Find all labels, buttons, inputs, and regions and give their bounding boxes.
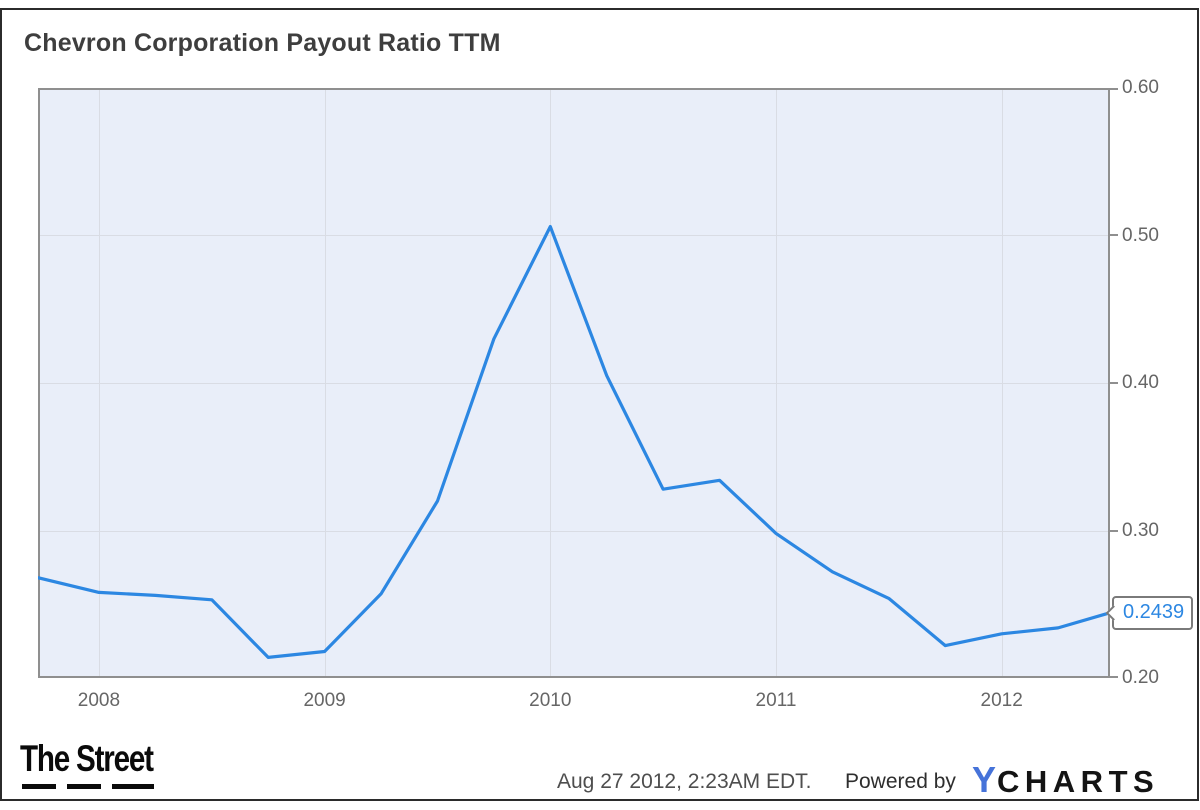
ycharts-logo-y: Y	[972, 759, 998, 800]
x-axis-tick-label: 2008	[77, 690, 121, 711]
ycharts-logo: Y CHARTS	[972, 759, 1159, 801]
y-axis-tick-label: 0.60	[1122, 77, 1159, 98]
powered-by-label: Powered by	[845, 770, 956, 793]
y-axis-tick-label: 0.30	[1122, 519, 1159, 541]
thestreet-logo: The Street	[20, 740, 186, 789]
x-axis-tick-label: 2010	[529, 690, 572, 711]
thestreet-underline-dash	[67, 784, 101, 789]
ycharts-logo-charts: CHARTS	[997, 764, 1160, 799]
y-axis-tick-label: 0.20	[1122, 667, 1159, 688]
y-axis-tick-label: 0.50	[1122, 224, 1159, 246]
thestreet-underline-dash	[112, 784, 154, 789]
thestreet-underline-dashes	[22, 784, 186, 789]
chart-timestamp: Aug 27 2012, 2:23AM EDT.	[557, 770, 812, 793]
x-axis-tick-label: 2011	[755, 690, 797, 711]
chart-title: Chevron Corporation Payout Ratio TTM	[24, 29, 501, 57]
current-value-callout: 0.2439	[1112, 596, 1194, 630]
thestreet-logo-text: The Street	[20, 738, 154, 779]
thestreet-underline-dash	[22, 784, 56, 789]
x-axis-tick-label: 2009	[303, 690, 346, 711]
y-axis-tick-label: 0.40	[1122, 372, 1159, 393]
payout-ratio-line-chart	[38, 88, 1118, 678]
x-axis-tick-label: 2012	[980, 690, 1023, 711]
